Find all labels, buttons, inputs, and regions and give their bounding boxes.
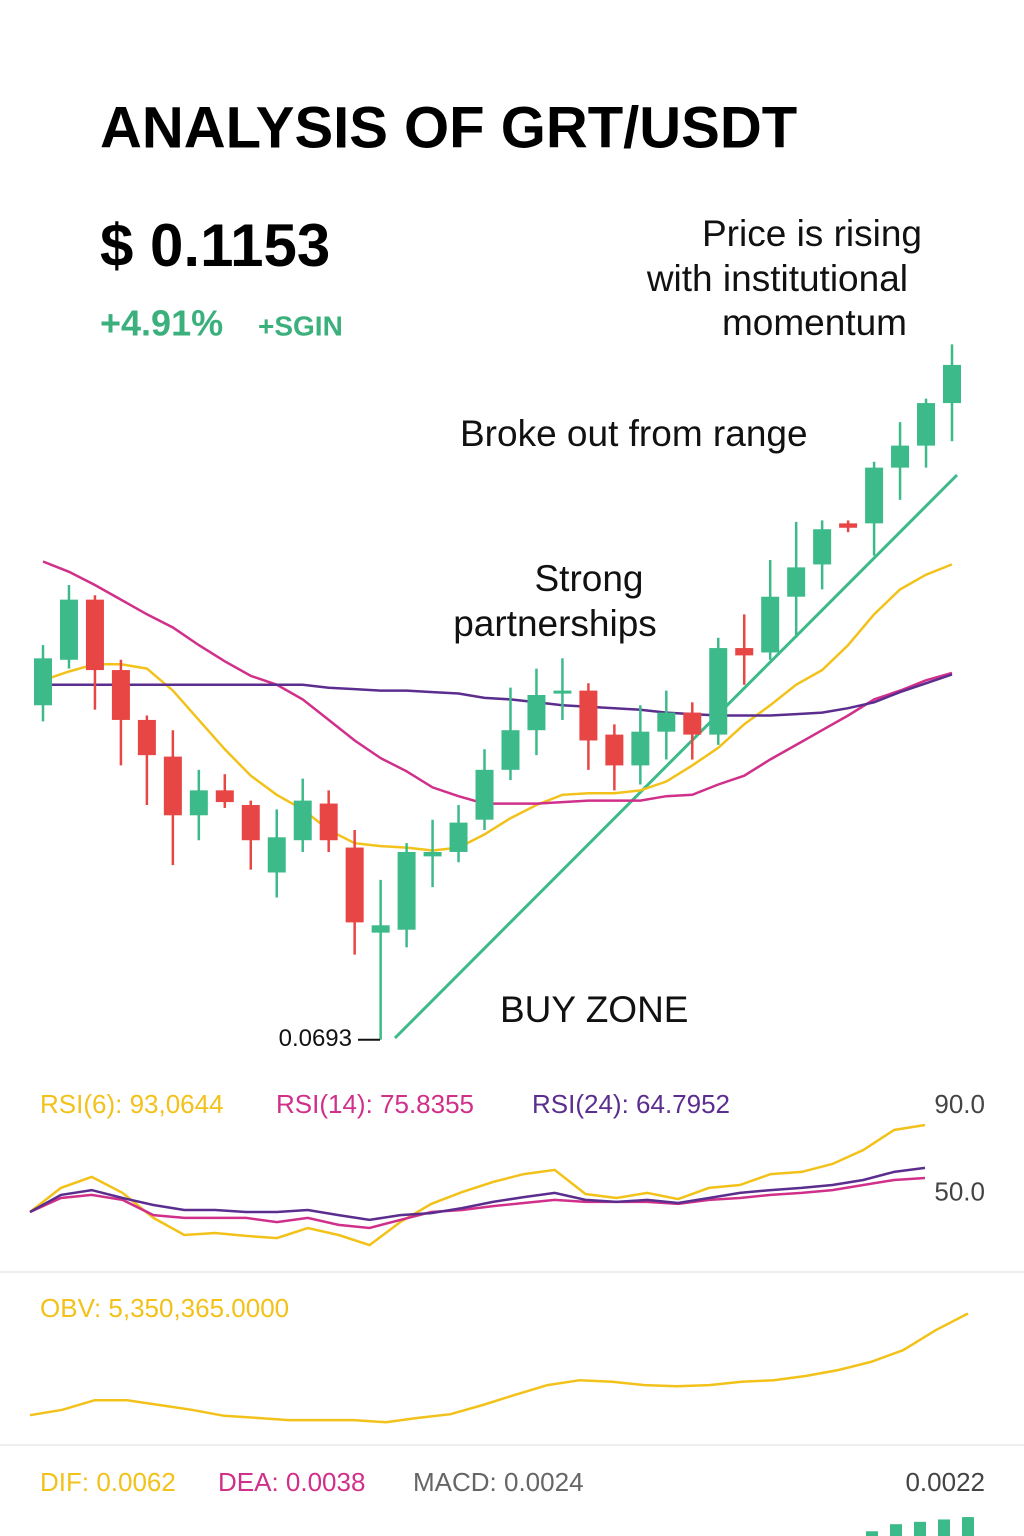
candle-body	[917, 403, 936, 446]
candle-body	[137, 719, 156, 756]
annotation: momentum	[722, 302, 907, 343]
moving-average-line	[42, 560, 953, 805]
histogram-bar	[866, 1531, 878, 1536]
candle-body	[241, 805, 260, 841]
trend-line	[393, 473, 959, 1040]
price: $ 0.1153	[100, 212, 330, 279]
candle-body	[475, 769, 494, 820]
candle-body	[319, 803, 338, 841]
candle-body	[709, 648, 728, 735]
candle-body	[943, 364, 961, 404]
candle-body	[735, 648, 754, 656]
y-tick-label: 0.0022	[905, 1467, 985, 1497]
y-tick-label: 90.0	[934, 1089, 985, 1119]
candle-body	[34, 658, 52, 706]
candle-body	[59, 599, 78, 660]
candle-body	[761, 596, 780, 653]
candle-body	[423, 851, 442, 857]
legend-label: RSI(24): 64.7952	[532, 1089, 730, 1119]
candle-body	[631, 731, 650, 766]
tag: +SGIN	[258, 310, 343, 341]
legend-label: MACD: 0.0024	[413, 1467, 584, 1497]
annotation: with institutional	[646, 258, 908, 299]
annotation: Broke out from range	[460, 413, 808, 454]
candle-body	[397, 851, 416, 930]
annotation: BUY ZONE	[500, 989, 688, 1030]
indicator-line	[29, 1166, 926, 1222]
candle-body	[163, 756, 182, 816]
annotation: partnerships	[453, 603, 657, 644]
candle-body	[449, 822, 468, 852]
candle-body	[787, 567, 806, 597]
candle-body	[579, 690, 598, 741]
indicator-line	[29, 1123, 926, 1247]
legend-label: RSI(14): 75.8355	[276, 1089, 474, 1119]
candle-body	[215, 790, 234, 803]
histogram-bar	[938, 1519, 950, 1536]
histogram-bar	[890, 1524, 902, 1536]
price-change: +4.91%	[100, 303, 223, 344]
candle-body	[371, 925, 390, 933]
candle-body	[111, 670, 130, 720]
candle-body	[85, 599, 104, 671]
low-price-label: 0.0693	[279, 1025, 352, 1052]
indicator-label: DIF: 0.0062	[40, 1467, 176, 1497]
candle-body	[345, 847, 364, 923]
indicator-line	[29, 1312, 969, 1424]
candle-body	[553, 690, 572, 694]
moving-average-line	[42, 563, 953, 852]
annotation: Price is rising	[702, 213, 922, 254]
candle-body	[501, 730, 520, 770]
indicator-label: DEA: 0.0038	[218, 1467, 365, 1497]
candle-body	[813, 529, 832, 565]
y-tick-label: 50.0	[934, 1176, 985, 1206]
candle-body	[683, 712, 702, 735]
candle-body	[293, 800, 312, 841]
page-title: ANALYSIS OF GRT/USDT	[100, 95, 797, 160]
indicator-line	[29, 1176, 926, 1230]
moving-average-line	[43, 673, 953, 717]
candle-body	[605, 734, 624, 766]
candle-body	[657, 712, 676, 732]
candle-body	[865, 467, 884, 524]
histogram-bar	[962, 1517, 974, 1536]
candle-body	[189, 790, 208, 816]
histogram-bar	[914, 1521, 926, 1536]
candle-body	[891, 445, 910, 468]
candle-body	[267, 837, 286, 873]
legend-label: OBV: 5,350,365.0000	[40, 1293, 289, 1323]
annotation: Strong	[534, 558, 643, 599]
legend-label: RSI(6): 93,0644	[40, 1089, 224, 1119]
candle-body	[527, 695, 546, 731]
candle-body	[839, 523, 858, 528]
